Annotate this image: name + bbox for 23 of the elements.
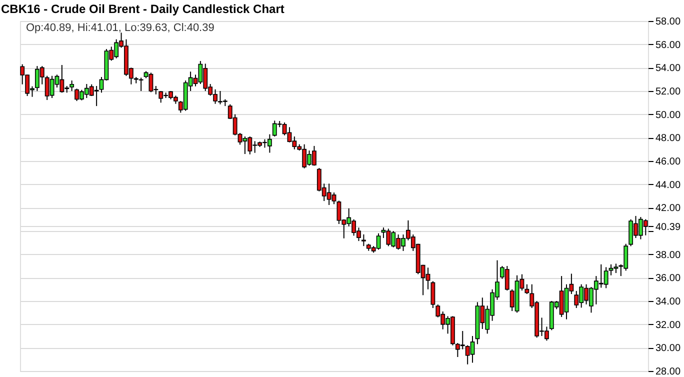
y-tick-label: 40.39 [656,222,681,233]
y-tick-label: 58.00 [656,16,681,28]
candlestick [138,77,144,92]
y-tick-label: 28.00 [656,366,681,377]
y-tick-label: 34.00 [656,296,681,308]
y-tick-label: 44.00 [656,180,681,191]
y-tick-label: 36.00 [656,273,681,284]
candlestick [430,280,436,308]
chart-title: CBK16 - Crude Oil Brent - Daily Candlestick Chart [1,2,284,16]
annotation: Op:40.89, Hi:41.01, Lo:39.63, Cl:40.39 [26,22,214,34]
y-tick-label: 52.00 [656,86,681,98]
y-tick-label: 30.00 [656,343,681,354]
y-tick-label: 54.00 [656,63,681,74]
y-tick-label: 56.00 [656,40,681,51]
y-tick-label: 32.00 [656,320,681,331]
y-tick-label: 38.00 [656,250,681,261]
y-tick-label: 46.00 [656,156,681,168]
y-tick-label: 48.00 [656,133,681,144]
y-tick-label: 50.00 [656,110,681,121]
candlestick [70,80,74,92]
candlestick [361,234,366,247]
y-tick-label: 42.00 [656,203,681,214]
candlestick [524,284,530,294]
